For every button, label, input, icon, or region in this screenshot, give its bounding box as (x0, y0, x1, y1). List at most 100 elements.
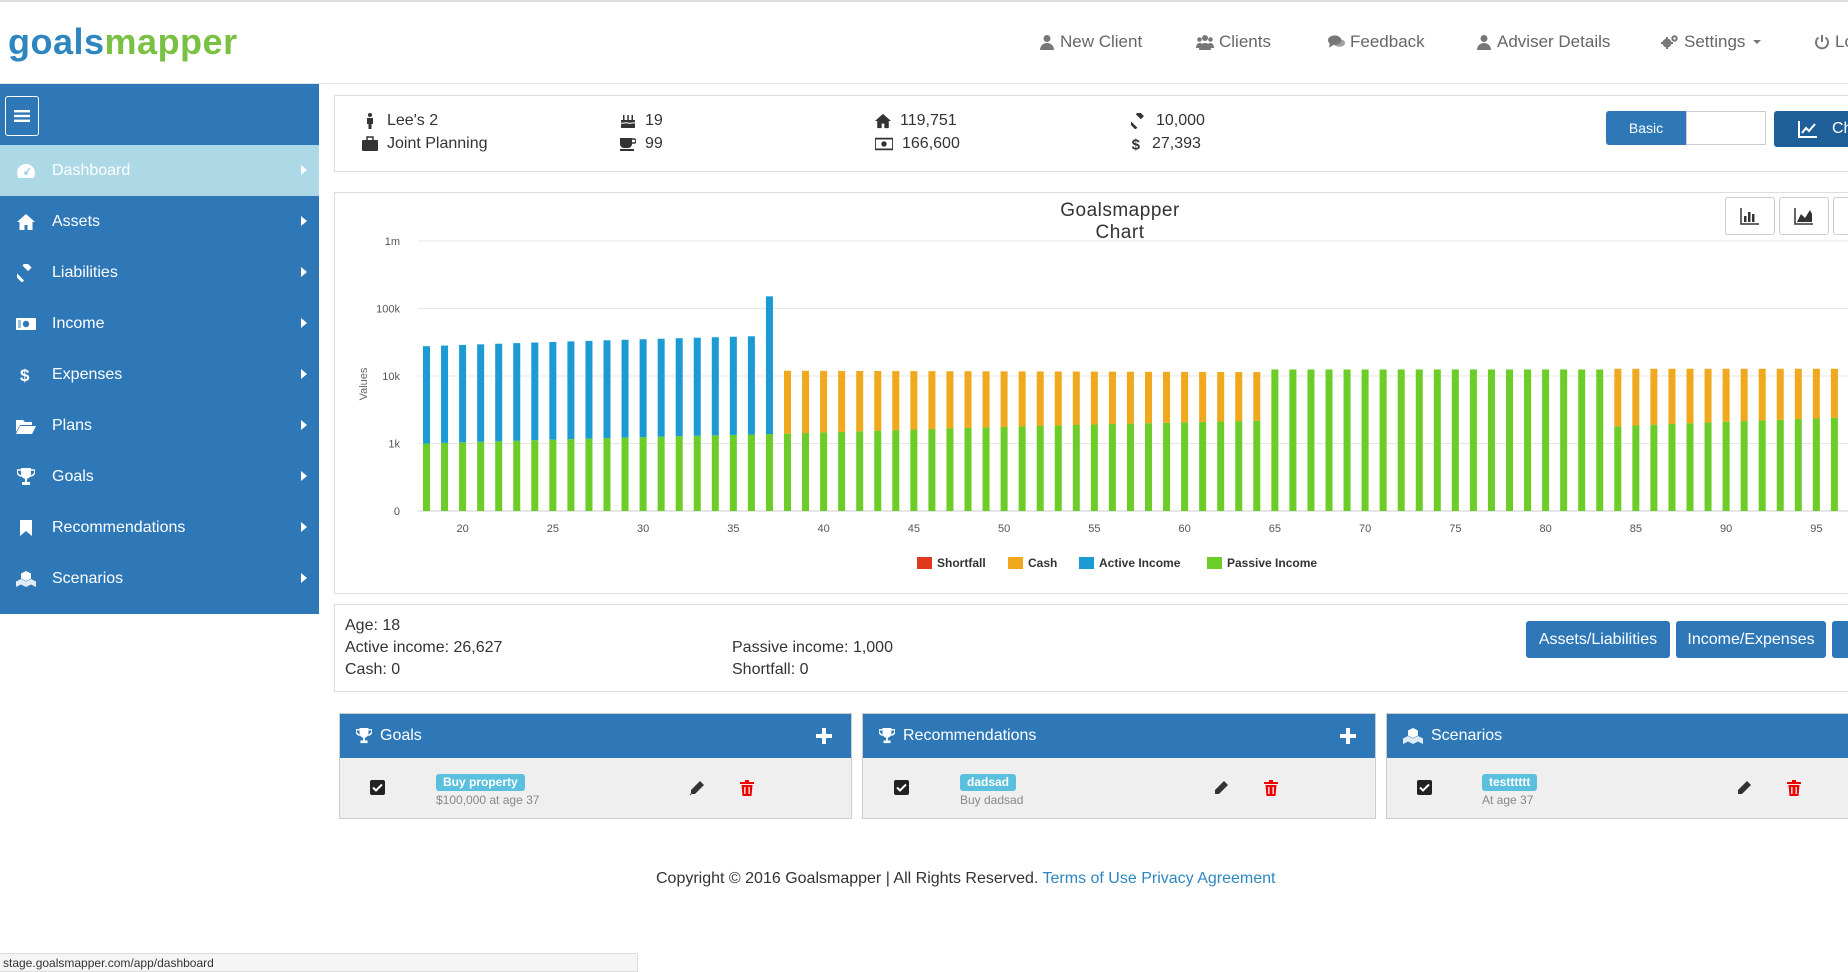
y-tick-label: 1m (385, 236, 400, 248)
x-tick-label: 35 (727, 523, 739, 535)
sidebar-item-income[interactable]: Income (0, 298, 319, 349)
bar-active-income (441, 345, 449, 443)
recommendation-tag[interactable]: dadsad (960, 774, 1017, 791)
line-chart-icon (1798, 121, 1817, 138)
bar-passive-income (946, 428, 954, 511)
sidebar-item-scenarios[interactable]: Scenarios (0, 553, 319, 604)
scenario-tag[interactable]: testttttt (1482, 774, 1538, 791)
delete-goal-button[interactable] (740, 780, 754, 796)
caret-down-icon (1753, 40, 1762, 44)
bar-passive-income (1560, 369, 1568, 511)
add-goal-button[interactable] (813, 725, 835, 747)
bar-active-income (621, 339, 629, 438)
bar-cash (1722, 368, 1730, 422)
nav-adviser-details[interactable]: Adviser Details (1476, 28, 1610, 56)
sidebar-item-label: Goals (52, 467, 94, 485)
delete-scenario-button[interactable] (1787, 780, 1801, 796)
client-name: Lee's 2 (362, 110, 438, 132)
y-axis-label: Values (358, 367, 370, 400)
bar-chart-type-button[interactable] (1725, 197, 1775, 235)
bar-passive-income (1253, 420, 1261, 511)
sidebar-item-dashboard[interactable]: Dashboard (0, 145, 319, 196)
legend-swatch (1079, 557, 1094, 569)
sidebar-item-expenses[interactable]: $ Expenses (0, 349, 319, 400)
nav-feedback[interactable]: Feedback (1328, 28, 1425, 56)
sidebar-toggle-button[interactable] (5, 96, 39, 136)
goals-card: Goals Buy property $100,000 at age 37 (339, 713, 852, 819)
bar-passive-income (1433, 369, 1441, 511)
terms-of-use-link[interactable]: Terms of Use (1042, 870, 1137, 887)
bar-cash (1740, 368, 1748, 422)
sidebar-item-liabilities[interactable]: Liabilities (0, 247, 319, 298)
chart-option-button[interactable] (1833, 197, 1848, 235)
bar-cash (784, 370, 791, 434)
bar-passive-income (1126, 423, 1134, 511)
sidebar-item-plans[interactable]: Plans (0, 400, 319, 451)
nav-logout[interactable]: Lo (1814, 28, 1848, 56)
trophy-icon (879, 728, 895, 744)
x-tick-label: 70 (1359, 523, 1371, 535)
chevron-right-icon (301, 573, 307, 583)
x-tick-label: 25 (547, 523, 559, 535)
goals-card-title: Goals (380, 727, 422, 744)
chevron-right-icon (301, 369, 307, 379)
edit-goal-button[interactable] (689, 780, 705, 796)
goal-tag[interactable]: Buy property (436, 774, 525, 791)
x-tick-label: 60 (1178, 523, 1190, 535)
nav-clients[interactable]: Clients (1196, 28, 1271, 56)
x-tick-label: 65 (1269, 523, 1281, 535)
bar-passive-income (1090, 424, 1098, 511)
bar-cash (838, 370, 846, 432)
bar-passive-income (1415, 369, 1423, 511)
privacy-agreement-link[interactable]: Privacy Agreement (1141, 870, 1276, 887)
svg-text:$: $ (20, 366, 30, 384)
footer-copyright: Copyright © 2016 Goalsmapper | All Right… (656, 870, 1039, 887)
add-recommendation-button[interactable] (1337, 725, 1359, 747)
bar-active-income (567, 341, 575, 440)
delete-recommendation-button[interactable] (1264, 780, 1278, 796)
bar-passive-income (1469, 369, 1477, 511)
y-tick-label: 100k (376, 304, 400, 316)
chart-view-button[interactable]: Ch (1774, 111, 1848, 147)
bar-active-income (477, 344, 485, 442)
goalsmapper-logo[interactable]: goalsmapper (8, 21, 238, 62)
trash-icon (740, 780, 754, 796)
goal-checkbox[interactable] (370, 780, 385, 795)
advanced-view-toggle[interactable] (1686, 111, 1766, 145)
bar-cash (1036, 371, 1044, 426)
bar-passive-income (603, 438, 611, 511)
gavel-icon (17, 263, 32, 282)
edit-recommendation-button[interactable] (1213, 780, 1229, 796)
nav-new-client[interactable]: New Client (1039, 28, 1142, 56)
bar-passive-income (729, 434, 737, 511)
area-chart-type-button[interactable] (1779, 197, 1829, 235)
trophy-icon (17, 467, 35, 485)
bar-passive-income (892, 430, 900, 511)
bar-cash (1650, 368, 1658, 425)
scenarios-card: Scenarios testttttt At age 37 (1386, 713, 1848, 819)
bar-passive-income (1397, 369, 1405, 511)
bar-cash (1090, 371, 1098, 425)
basic-view-button[interactable]: Basic (1606, 111, 1686, 145)
user-icon (1040, 35, 1054, 50)
income-expenses-button[interactable]: Income/Expenses (1676, 621, 1826, 658)
goalsmapper-chart: 0 1k 10k 100k 1m Values 20 25 30 35 40 45 50 55 60 65 70… (358, 236, 1848, 570)
sidebar-item-goals[interactable]: Goals (0, 451, 319, 502)
legend-label: Shortfall (937, 556, 986, 570)
edit-scenario-button[interactable] (1736, 780, 1752, 796)
sidebar-item-recommendations[interactable]: Recommendations (0, 502, 319, 553)
nav-settings[interactable]: Settings (1661, 28, 1762, 56)
more-section-button[interactable] (1832, 621, 1848, 658)
pencil-icon (1215, 781, 1228, 794)
bar-passive-income (982, 427, 990, 511)
trash-icon (1264, 780, 1278, 796)
sidebar-item-assets[interactable]: Assets (0, 196, 319, 247)
total-assets: 119,751 (875, 110, 957, 132)
bar-passive-income (1668, 423, 1676, 511)
bar-cash (1181, 371, 1189, 423)
assets-liabilities-button[interactable]: Assets/Liabilities (1526, 621, 1670, 658)
recommendation-checkbox[interactable] (894, 780, 909, 795)
legend-label: Active Income (1099, 556, 1181, 570)
scenario-checkbox[interactable] (1417, 780, 1432, 795)
sidebar-item-label: Plans (52, 416, 93, 434)
